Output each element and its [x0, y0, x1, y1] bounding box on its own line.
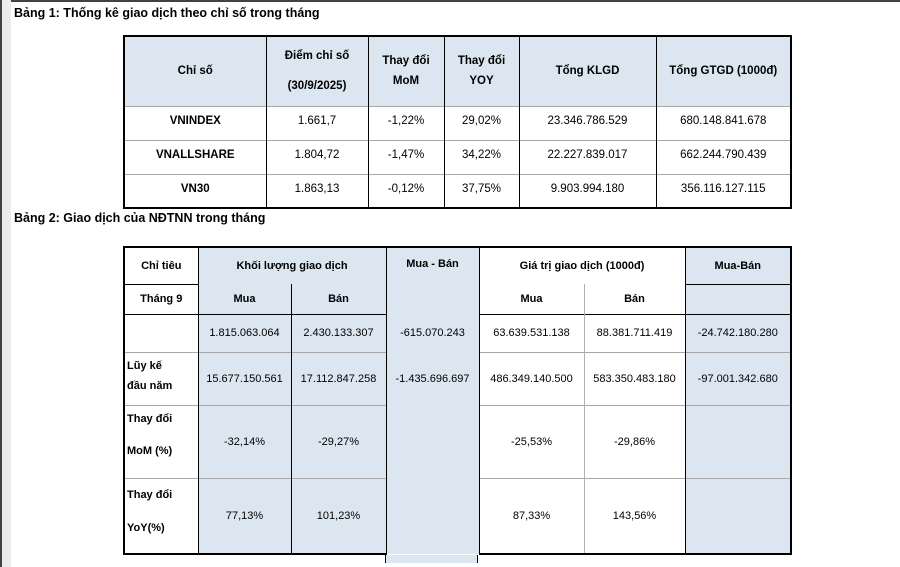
- cell-gt-ban: -29,86%: [583, 404, 686, 478]
- table2-header-klgd-group: Khối lượng giao dịch: [197, 247, 386, 284]
- header-line: YOY: [469, 75, 494, 88]
- cell-kl-mua: 15.677.150.561: [197, 351, 291, 405]
- cell-net: -24.742.180.280: [684, 313, 792, 352]
- cell-index-points: 1.804,72: [265, 139, 368, 174]
- cell-net: -97.001.342.680: [684, 351, 792, 405]
- table1-index-stats: Chỉ số Điểm chỉ số (30/9/2025) Thay đổi …: [123, 35, 792, 209]
- cell-gtgd: 680.148.841.678: [655, 105, 791, 140]
- table2-header-thang9: Tháng 9: [124, 283, 198, 314]
- label-line: YoY(%): [127, 521, 165, 534]
- cell-mom: -0,12%: [367, 173, 444, 208]
- table2-row-yoy: Thay đổi YoY(%) 77,13% 101,23% 87,33% 14…: [124, 477, 792, 555]
- cell-index-points: 1.863,13: [265, 173, 368, 208]
- cell-yoy: 37,75%: [443, 173, 519, 208]
- cell-yoy: 34,22%: [443, 139, 519, 174]
- mid-column-overhang: [385, 555, 478, 563]
- cell-index-name: VNALLSHARE: [124, 139, 266, 174]
- cell-kl-ban: 17.112.847.258: [290, 351, 386, 405]
- cell-yoy: 29,02%: [443, 105, 519, 140]
- cell-gt-mua: 63.639.531.138: [478, 313, 584, 352]
- cell-klgd: 9.903.994.180: [518, 173, 656, 208]
- table2-title: Bảng 2: Giao dịch của NĐTNN trong tháng: [14, 211, 266, 225]
- cell-row-label: [124, 313, 198, 352]
- label-line: MoM (%): [127, 444, 173, 457]
- cell-gt-mua: -25,53%: [478, 404, 584, 478]
- table2-header-row-2: Tháng 9 Mua Bán Mua Bán: [124, 283, 792, 314]
- table2-container: Chỉ tiêu Khối lượng giao dịch Mua - Bán …: [123, 246, 793, 563]
- header-line: (30/9/2025): [287, 79, 347, 92]
- cell-mid-net: [385, 478, 479, 554]
- cell-klgd: 23.346.786.529: [518, 105, 656, 140]
- table1-header-tong-klgd: Tổng KLGD: [518, 36, 656, 106]
- table2-foreign-investor-trades: Chỉ tiêu Khối lượng giao dịch Mua - Bán …: [123, 246, 793, 555]
- label-line: đầu năm: [127, 379, 173, 392]
- cell-mid-net: -1.435.696.697: [385, 352, 479, 405]
- header-line: Điểm chỉ số: [284, 49, 350, 62]
- cell-net: [684, 404, 792, 478]
- header-line: MoM: [392, 75, 420, 88]
- cell-kl-ban: 101,23%: [290, 477, 386, 555]
- cell-gt-ban: 583.350.483.180: [583, 351, 686, 405]
- cell-index-points: 1.661,7: [265, 105, 368, 140]
- table2-row-month: 1.815.063.064 2.430.133.307 -615.070.243…: [124, 313, 792, 352]
- cell-row-label: Thay đổi MoM (%): [124, 404, 198, 478]
- table1-header-tong-gtgd: Tổng GTGD (1000đ): [655, 36, 791, 106]
- table1-row-vnallshare: VNALLSHARE 1.804,72 -1,47% 34,22% 22.227…: [124, 139, 791, 174]
- cell-kl-mua: -32,14%: [197, 404, 291, 478]
- header-line: Thay đổi: [382, 55, 430, 68]
- table2-header-kl-mua: Mua: [197, 284, 291, 314]
- cell-kl-ban: 2.430.133.307: [290, 313, 386, 352]
- label-line: Lũy kế: [127, 359, 162, 372]
- table2-header-chi-tieu: Chỉ tiêu: [124, 247, 198, 284]
- cell-kl-mua: 77,13%: [197, 477, 291, 555]
- table2-header-kl-ban: Bán: [290, 284, 386, 314]
- table1-header-thay-doi-mom: Thay đổi MoM: [367, 36, 444, 106]
- cell-gtgd: 356.116.127.115: [655, 173, 791, 208]
- cell-kl-ban: -29,27%: [290, 404, 386, 478]
- cell-gt-mua: 486.349.140.500: [478, 351, 584, 405]
- table2-header-net-empty: [684, 283, 792, 314]
- cell-index-name: VNINDEX: [124, 105, 266, 140]
- cell-gt-ban: 143,56%: [583, 477, 686, 555]
- table2-header-gt-ban: Bán: [583, 284, 686, 314]
- table1-header-thay-doi-yoy: Thay đổi YOY: [443, 36, 519, 106]
- table2-header-row-1: Chỉ tiêu Khối lượng giao dịch Mua - Bán …: [124, 247, 792, 314]
- table1-header-diem-chi-so: Điểm chỉ số (30/9/2025): [265, 36, 368, 106]
- table1-header-row: Chỉ số Điểm chỉ số (30/9/2025) Thay đổi …: [124, 36, 791, 106]
- table1-row-vn30: VN30 1.863,13 -0,12% 37,75% 9.903.994.18…: [124, 173, 791, 208]
- table2-header-gt-mua: Mua: [478, 284, 584, 314]
- table2-header-mua-ban-right: Mua-Bán: [684, 247, 792, 284]
- page-left-margin: [0, 0, 11, 567]
- table1-row-vnindex: VNINDEX 1.661,7 -1,22% 29,02% 23.346.786…: [124, 105, 791, 140]
- cell-mid-net: -615.070.243: [385, 314, 479, 352]
- table1-header-chi-so: Chỉ số: [124, 36, 266, 106]
- cell-kl-mua: 1.815.063.064: [197, 313, 291, 352]
- table2-header-gtgd-group: Giá trị giao dịch (1000đ): [478, 247, 686, 284]
- cell-row-label: Thay đổi YoY(%): [124, 477, 198, 555]
- cell-gtgd: 662.244.790.439: [655, 139, 791, 174]
- cell-klgd: 22.227.839.017: [518, 139, 656, 174]
- cell-gt-mua: 87,33%: [478, 477, 584, 555]
- table1-title: Bảng 1: Thống kê giao dịch theo chỉ số t…: [14, 6, 320, 20]
- cell-gt-ban: 88.381.711.419: [583, 313, 686, 352]
- cell-row-label: Lũy kế đầu năm: [124, 351, 198, 405]
- cell-net: [684, 477, 792, 555]
- cell-index-name: VN30: [124, 173, 266, 208]
- table2-row-mom: Thay đổi MoM (%) -32,14% -29,27% -25,53%…: [124, 404, 792, 478]
- cell-mom: -1,47%: [367, 139, 444, 174]
- header-line: Thay đổi: [457, 55, 506, 68]
- table2-header-mua-ban-mid: Mua - Bán: [385, 247, 479, 314]
- label-line: Thay đổi: [127, 412, 173, 425]
- label-line: Thay đổi: [127, 488, 173, 501]
- cell-mid-net: [385, 405, 479, 478]
- window-top-edge: [0, 0, 900, 2]
- table2-row-ytd: Lũy kế đầu năm 15.677.150.561 17.112.847…: [124, 351, 792, 405]
- cell-mom: -1,22%: [367, 105, 444, 140]
